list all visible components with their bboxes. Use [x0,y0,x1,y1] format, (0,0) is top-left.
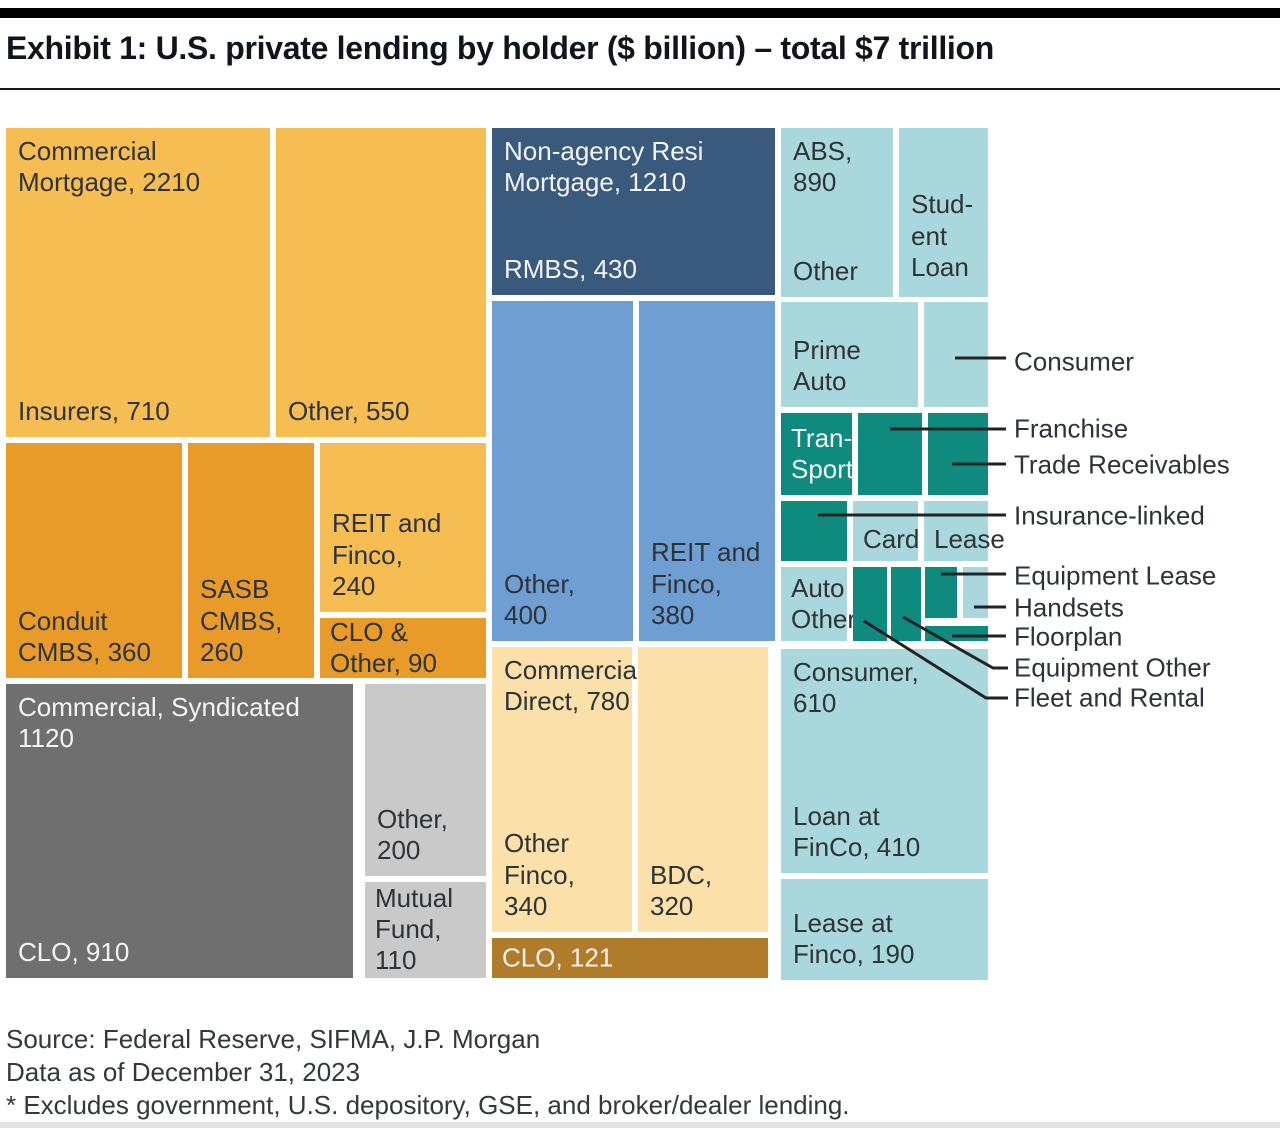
treemap-cell-sasb-cmbs: SASB CMBS, 260 [188,443,314,678]
cell-label-reit-finco-380: REIT and Finco, 380 [651,537,761,630]
cell-label-auto-other: Auto Other [791,572,857,634]
treemap-cell-fleet-and-rental [853,567,887,641]
treemap-cell-reit-finco-380: REIT and Finco, 380 [639,301,775,641]
treemap-cell-transport: Tran- Sport [781,413,854,495]
treemap-cell-lease-at-finco-190: Lease at Finco, 190 [781,879,988,980]
cell-label-other-finco-340: Other Finco, 340 [504,828,575,921]
cell-label-conduit-cmbs: Conduit CMBS, 360 [18,605,151,667]
cell-label-bdc-320: BDC, 320 [650,859,713,921]
callout-label-equipment-other: Equipment Other [1014,652,1211,683]
callout-label-equipment-lease: Equipment Lease [1014,560,1217,591]
group-label-non-agency-resi: Non-agency Resi Mortgage, 1210 [504,136,704,198]
cell-label-transport: Tran- Sport [791,422,854,484]
cell-label-insurers: Insurers, 710 [18,395,170,426]
group-label-abs-890: ABS, 890 [793,136,853,198]
treemap-cell-syn-other-200: Other, 200 [365,684,486,876]
treemap-cell-equipment-lease [925,567,957,618]
cell-label-sasb-cmbs: SASB CMBS, 260 [200,574,283,667]
treemap-cell-clo-other-90: CLO & Other, 90 [320,617,486,678]
treemap-cell-other-finco-340: Commercial, Direct, 780 Other Finco, 340 [492,647,650,932]
treemap-cell-insurance-linked [781,501,847,561]
treemap-cell-card: Card [853,501,920,561]
top-divider-bar [0,8,1280,18]
cell-label-clo-910: CLO, 910 [18,936,130,967]
treemap-cell-handsets [963,567,988,618]
page-title: Exhibit 1: U.S. private lending by holde… [6,30,994,66]
treemap-cell-equipment-other [891,567,921,641]
callout-label-trade-receivables: Trade Receivables [1014,449,1230,480]
treemap-cell-trade-receivables [928,413,988,495]
treemap-cell-bdc-320: BDC, 320 [638,647,768,932]
treemap-cell-mutual-fund-110: Mutual Fund, 110 [365,882,486,978]
treemap-cell-student-loan: Stud- ent Loan [899,128,988,297]
cell-label-reit-finco-240: REIT and Finco, 240 [332,508,442,601]
cell-label-prime-auto: Prime Auto [793,334,861,396]
cell-label-student-loan: Stud- ent Loan [911,189,974,282]
treemap-cell-clo-910: Commercial, Syndicated 1120 CLO, 910 [6,684,353,978]
treemap-cell-clo-121: CLO, 121 [492,938,768,978]
treemap-cell-insurers: Commercial Mortgage, 2210 Insurers, 710 [6,128,270,437]
cell-label-lease-at-finco-190: Lease at Finco, 190 [793,907,915,969]
treemap-cell-reit-finco-240: REIT and Finco, 240 [320,443,486,612]
callout-label-floorplan: Floorplan [1014,621,1123,652]
cell-label-clo-121: CLO, 121 [502,942,614,973]
callout-label-franchise: Franchise [1014,413,1129,444]
cell-label-lease: Lease [934,523,1005,554]
callout-label-handsets: Handsets [1014,592,1124,623]
group-label-consumer-610: Consumer, 610 [793,657,919,719]
treemap-cell-franchise [858,413,922,495]
cell-label-clo-other-90: CLO & Other, 90 [330,616,437,678]
cell-label-card: Card [863,523,920,554]
footer-as-of: Data as of December 31, 2023 [6,1057,361,1087]
treemap-cell-conduit-cmbs: Conduit CMBS, 360 [6,443,182,678]
treemap-cell-auto-other: Auto Other [781,567,857,641]
group-label-commercial-direct: Commercial, Direct, 780 [504,655,650,717]
footer-note: * Excludes government, U.S. depository, … [6,1090,850,1120]
treemap-cell-resi-other-400: Other, 400 [492,301,633,641]
treemap-cell-rmbs-430: Non-agency Resi Mortgage, 1210 RMBS, 430 [492,128,775,295]
callout-label-consumer: Consumer [1014,346,1134,377]
group-label-commercial-mortgage: Commercial Mortgage, 2210 [18,136,201,198]
cell-label-cm-other: Other, 550 [288,395,410,426]
callout-label-fleet-and-rental: Fleet and Rental [1014,682,1205,713]
cell-label-mutual-fund-110: Mutual Fund, 110 [375,883,454,976]
treemap-cell-cm-other: Other, 550 [276,128,486,437]
cell-label-resi-other-400: Other, 400 [504,568,575,630]
cell-label-loan-at-finco-410: Loan at FinCo, 410 [793,800,921,862]
treemap-cell-floorplan [925,626,988,641]
treemap-cell-prime-auto: Prime Auto [781,302,918,407]
callout-label-insurance-linked: Insurance-linked [1014,500,1205,531]
treemap-cell-abs-other: ABS, 890 Other [781,128,893,297]
cell-label-rmbs-430: RMBS, 430 [504,253,637,284]
treemap-cell-lease: Lease [924,501,1005,561]
footer-source: Source: Federal Reserve, SIFMA, J.P. Mor… [6,1024,541,1054]
treemap-cell-loan-at-finco-410: Consumer, 610 Loan at FinCo, 410 [781,649,988,873]
group-label-commercial-syndicated: Commercial, Syndicated 1120 [18,692,300,754]
bottom-divider-bar [0,1122,1280,1128]
cell-label-abs-other: Other [793,255,859,286]
treemap-cell-consumer-abs [924,302,988,407]
title-divider [0,88,1280,90]
cell-label-syn-other-200: Other, 200 [377,803,448,865]
